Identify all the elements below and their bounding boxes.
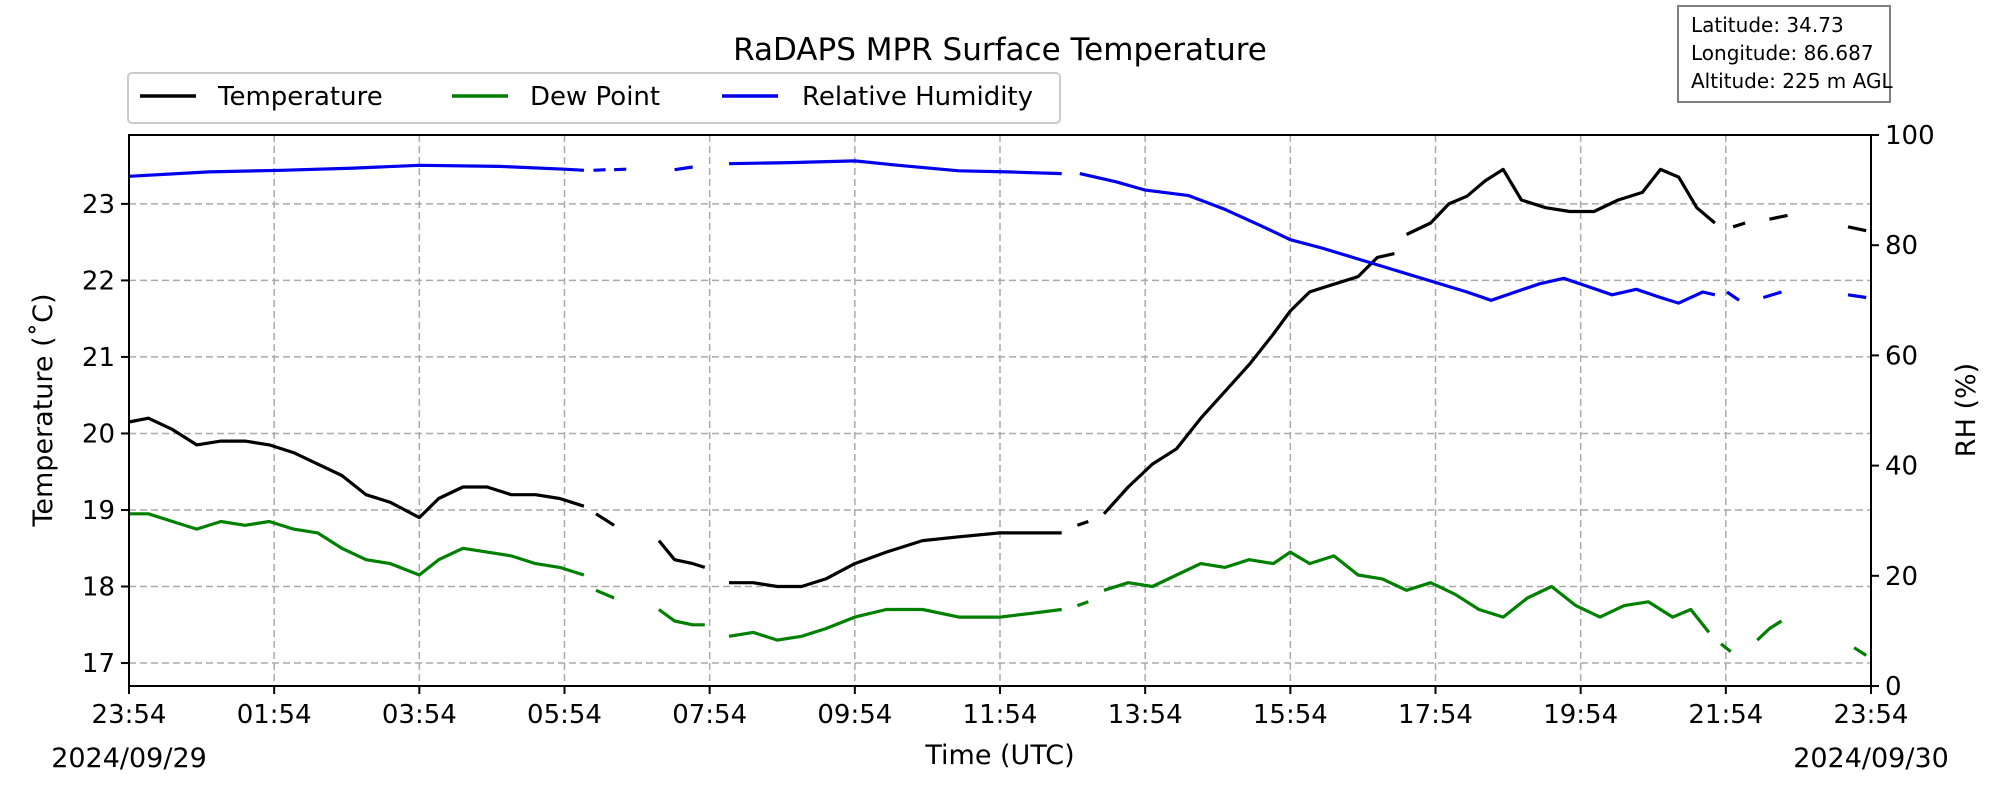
y-tick-label: 21 — [82, 343, 115, 373]
x-tick-label: 11:54 — [963, 700, 1038, 730]
y2-tick-label: 40 — [1885, 452, 1918, 482]
end-date-label: 2024/09/30 — [1793, 743, 1949, 774]
x-tick-label: 05:54 — [527, 700, 602, 730]
x-tick-label: 21:54 — [1688, 700, 1763, 730]
series-line-temperature-segment-1 — [595, 512, 615, 527]
y2-tick-label: 20 — [1885, 562, 1918, 592]
series-line-temperature-segment-2 — [657, 539, 706, 569]
y-tick-label: 17 — [82, 649, 115, 679]
info-box-frame — [1677, 5, 1891, 103]
series-line-dew-point-segment-3 — [728, 607, 1062, 642]
series-line-dew-point-segment-5 — [1103, 550, 1711, 634]
y-tick-label: 23 — [82, 190, 115, 220]
y2-tick-label: 60 — [1885, 341, 1918, 371]
series-line-relative-humidity-segment-7 — [1762, 290, 1782, 300]
series-line-relative-humidity-segment-4 — [728, 159, 1062, 176]
series-line-temperature-segment-4 — [1076, 519, 1089, 527]
y-tick-label: 19 — [82, 496, 115, 526]
series-line-dew-point-segment-1 — [595, 588, 615, 600]
series-line-temperature-segment-7 — [1732, 221, 1746, 229]
x-tick-label: 19:54 — [1543, 700, 1618, 730]
x-tick-label: 23:54 — [1834, 700, 1909, 730]
series-line-temperature-segment-5 — [1102, 252, 1395, 515]
y-tick-label: 20 — [82, 419, 115, 449]
info-box: Latitude: 34.73 Longitude: 86.687 Altitu… — [1677, 5, 1893, 103]
axes: 23:54 01:54 03:54 05:54 07:54 09:54 11:54 13:54… — [82, 121, 1935, 730]
legend-label-temperature: Temperature — [217, 82, 383, 112]
x-tick-label: 13:54 — [1108, 700, 1183, 730]
y2-tick-label: 80 — [1885, 231, 1918, 261]
series-line-dew-point-segment-7 — [1756, 619, 1783, 642]
x-tick-label: 01:54 — [237, 700, 312, 730]
series-line-relative-humidity-segment-8 — [1847, 293, 1867, 300]
series-line-temperature-segment-8 — [1769, 213, 1788, 221]
series-line-dew-point-segment-2 — [657, 608, 705, 627]
x-tick-label: 15:54 — [1253, 700, 1328, 730]
series-line-dew-point-segment-8 — [1853, 646, 1868, 657]
grid — [128, 135, 1872, 686]
series-line-dew-point-segment-0 — [129, 512, 585, 577]
series-layer — [128, 159, 1868, 657]
y-tick-label: 22 — [82, 266, 115, 296]
y-tick-label: 18 — [82, 573, 115, 603]
legend-frame — [127, 72, 1061, 124]
info-altitude: Altitude: 225 m AGL — [1691, 69, 1893, 93]
start-date-label: 2024/09/29 — [51, 743, 207, 774]
info-latitude: Latitude: 34.73 — [1691, 13, 1844, 37]
legend-label-relative-humidity: Relative Humidity — [802, 82, 1033, 112]
x-tick-label: 03:54 — [382, 700, 457, 730]
series-line-dew-point-segment-4 — [1076, 600, 1089, 608]
x-tick-label: 09:54 — [817, 700, 892, 730]
x-tick-label: 23:54 — [92, 700, 167, 730]
series-line-relative-humidity-segment-0 — [128, 163, 584, 178]
series-line-relative-humidity-segment-5 — [1079, 172, 1716, 305]
info-longitude: Longitude: 86.687 — [1691, 41, 1874, 65]
series-line-dew-point-segment-6 — [1720, 642, 1732, 653]
series-line-temperature-segment-9 — [1847, 225, 1867, 233]
y2-tick-label: 0 — [1885, 672, 1902, 702]
series-line-relative-humidity-segment-2 — [614, 167, 627, 172]
series-line-relative-humidity-segment-3 — [674, 165, 693, 172]
series-line-relative-humidity-segment-6 — [1726, 290, 1741, 302]
y-axis-label: Temperature (˚C) — [28, 293, 59, 527]
x-tick-label: 17:54 — [1398, 700, 1473, 730]
x-axis-label: Time (UTC) — [924, 740, 1074, 771]
series-line-temperature-segment-3 — [729, 531, 1062, 589]
series-line-relative-humidity-segment-1 — [593, 168, 606, 172]
series-line-temperature-segment-6 — [1405, 167, 1716, 236]
y2-tick-label: 100 — [1885, 121, 1935, 151]
x-tick-label: 07:54 — [672, 700, 747, 730]
chart-title: RaDAPS MPR Surface Temperature — [733, 32, 1267, 68]
series-line-temperature-segment-0 — [128, 416, 585, 520]
y2-axis-label: RH (%) — [1951, 363, 1982, 457]
legend-label-dew-point: Dew Point — [530, 82, 660, 112]
legend: Temperature Dew Point Relative Humidity — [127, 72, 1061, 124]
